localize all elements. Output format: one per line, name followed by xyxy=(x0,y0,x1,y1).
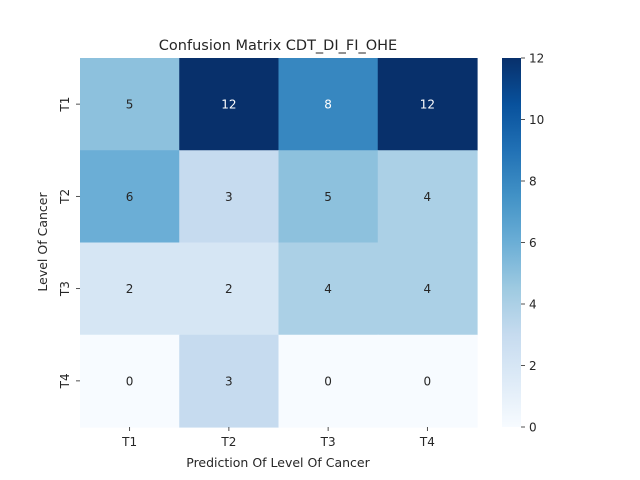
cell-value-label: 0 xyxy=(126,374,134,388)
heatmap-cells: 5 12 8 12 6 3 5 4 2 2 4 4 0 3 0 0 xyxy=(80,58,478,428)
colorbar-tick-label: 4 xyxy=(529,298,537,312)
cell-value-label: 2 xyxy=(126,282,134,296)
cell-value-label: 3 xyxy=(225,190,233,204)
heatmap-cell-r2-c3 xyxy=(278,150,379,244)
heatmap-cell-r4-c2 xyxy=(179,334,280,428)
y-axis-label: Level Of Cancer xyxy=(35,192,50,292)
heatmap-cell-r2-c4 xyxy=(377,150,478,244)
colorbar-tick-label: 0 xyxy=(529,421,537,435)
y-tick-label: T2 xyxy=(58,189,72,205)
x-axis: T1 T2 T3 T4 xyxy=(121,427,435,449)
x-tick-label: T2 xyxy=(220,435,236,449)
cell-value-label: 5 xyxy=(324,190,332,204)
heatmap-cell-r3-c2 xyxy=(179,242,280,336)
heatmap-cell-r3-c3 xyxy=(278,242,379,336)
y-tick-label: T3 xyxy=(58,281,72,297)
x-tick-label: T4 xyxy=(419,435,435,449)
colorbar-gradient xyxy=(502,58,521,427)
heatmap-cell-r2-c1 xyxy=(80,150,180,244)
heatmap-cell-r2-c2 xyxy=(179,150,280,244)
cell-value-label: 2 xyxy=(225,282,233,296)
heatmap-cell-r1-c4 xyxy=(377,58,478,151)
colorbar: 0 2 4 6 8 10 12 xyxy=(502,52,544,435)
y-tick-label: T1 xyxy=(58,97,72,113)
x-tick-label: T1 xyxy=(121,435,137,449)
cell-value-label: 6 xyxy=(126,190,134,204)
cell-value-label: 12 xyxy=(221,98,236,112)
heatmap-cell-r4-c1 xyxy=(80,334,180,428)
colorbar-tick-label: 12 xyxy=(529,52,544,66)
colorbar-tick-label: 6 xyxy=(529,236,537,250)
colorbar-tick-label: 10 xyxy=(529,113,544,127)
cell-value-label: 4 xyxy=(424,282,432,296)
heatmap-cell-r1-c2 xyxy=(179,58,280,151)
cell-value-label: 8 xyxy=(324,98,332,112)
cell-value-label: 12 xyxy=(420,98,435,112)
heatmap-cell-r1-c3 xyxy=(278,58,379,151)
heatmap-cell-r3-c1 xyxy=(80,242,180,336)
heatmap-cell-r4-c4 xyxy=(377,334,478,428)
cell-value-label: 4 xyxy=(424,190,432,204)
x-axis-label: Prediction Of Level Of Cancer xyxy=(186,455,370,470)
heatmap-cell-r1-c1 xyxy=(80,58,180,151)
heatmap-cell-r3-c4 xyxy=(377,242,478,336)
cell-value-label: 0 xyxy=(324,374,332,388)
cell-value-label: 5 xyxy=(126,98,134,112)
colorbar-tick-label: 8 xyxy=(529,175,537,189)
chart-title: Confusion Matrix CDT_DI_FI_OHE xyxy=(159,38,397,54)
heatmap-cell-r4-c3 xyxy=(278,334,379,428)
cell-value-label: 0 xyxy=(424,374,432,388)
cell-value-label: 4 xyxy=(324,282,332,296)
y-axis: T1 T2 T3 T4 xyxy=(58,97,80,389)
y-tick-label: T4 xyxy=(58,373,72,389)
cell-value-label: 3 xyxy=(225,374,233,388)
colorbar-tick-label: 2 xyxy=(529,359,537,373)
x-tick-label: T3 xyxy=(320,435,336,449)
